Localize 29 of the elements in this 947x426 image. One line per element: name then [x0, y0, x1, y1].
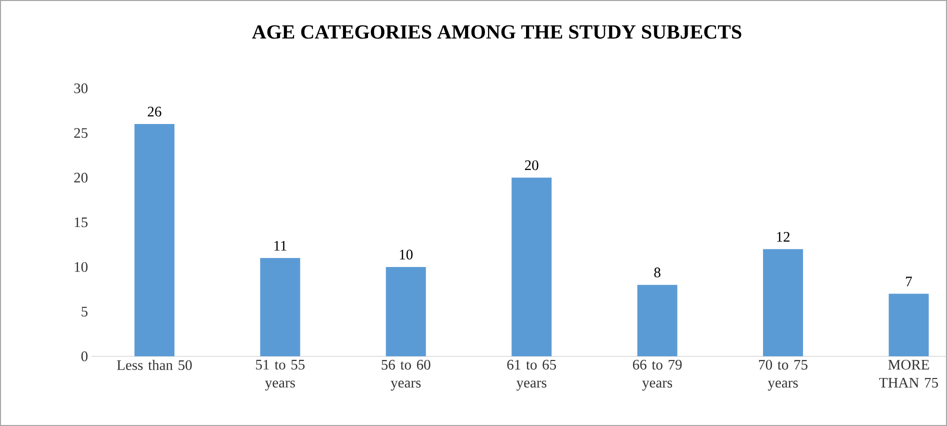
data-label: 26 — [148, 106, 162, 117]
bar — [386, 266, 426, 356]
x-tick-label: MORE THAN 75 — [879, 360, 938, 388]
y-tick-label: 0 — [81, 351, 88, 362]
bar — [512, 178, 552, 356]
x-tick-label: 56 to 60 years — [382, 360, 430, 391]
y-tick-label: 25 — [74, 128, 88, 138]
x-tick-label: 70 to 75 years — [759, 360, 808, 391]
y-tick-label: 20 — [74, 172, 88, 183]
data-label: 20 — [524, 160, 538, 170]
data-label: 11 — [274, 240, 286, 251]
x-tick-label: Less than 50 — [117, 360, 192, 370]
y-tick-label: 10 — [74, 262, 88, 272]
bar — [637, 284, 678, 356]
bar — [763, 249, 804, 356]
y-tick-label: 5 — [82, 306, 88, 316]
data-label: 12 — [777, 232, 790, 242]
chart-title: AGE CATEGORIES AMONG THE STUDY SUBJECTS — [252, 25, 742, 39]
y-tick-label: 30 — [74, 83, 88, 94]
x-tick-label: 61 to 65 years — [507, 360, 556, 391]
data-label: 8 — [654, 268, 660, 278]
bar — [260, 258, 300, 356]
y-tick-label: 15 — [74, 217, 88, 228]
data-label: 7 — [906, 276, 912, 286]
x-tick-label: 51 to 55 years — [256, 360, 305, 391]
bar — [134, 124, 174, 356]
data-label: 10 — [400, 250, 413, 260]
bar — [888, 294, 929, 356]
x-tick-label: 66 to 79 years — [632, 360, 682, 391]
